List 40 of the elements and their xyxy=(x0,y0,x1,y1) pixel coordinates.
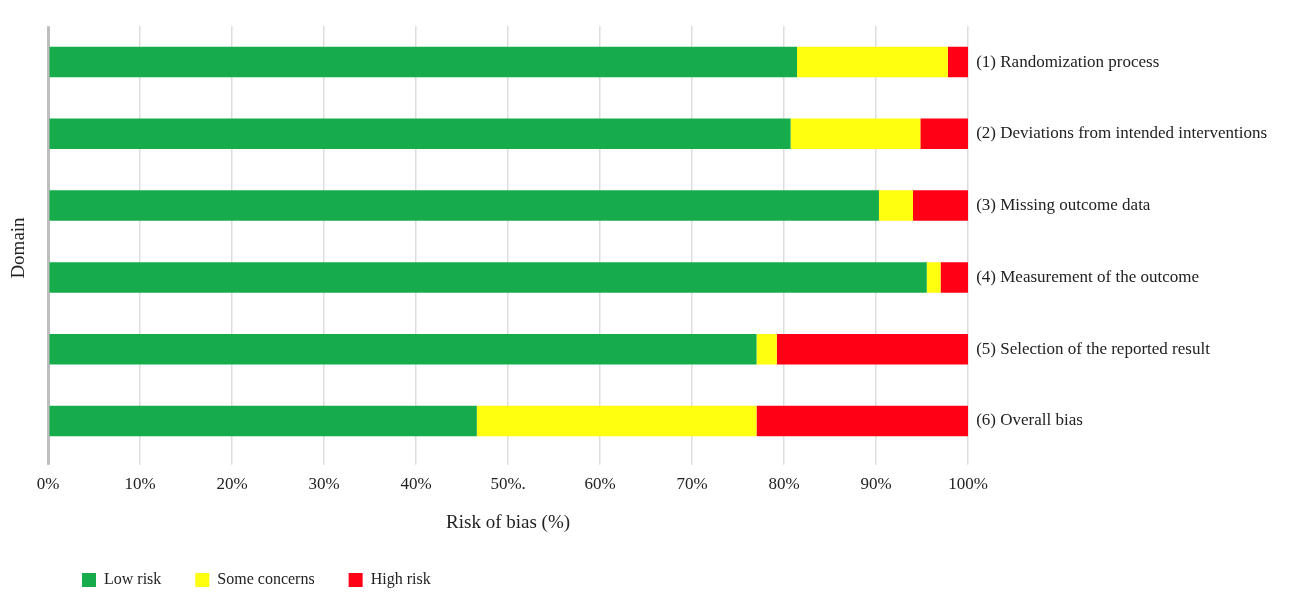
bar xyxy=(49,190,879,221)
bar xyxy=(926,262,941,293)
bar xyxy=(912,190,969,221)
y-tick-label: (1) Randomization process xyxy=(976,51,1160,71)
bar xyxy=(878,190,913,221)
bar xyxy=(49,333,757,365)
y-tick-label: (4) Measurement of the outcome xyxy=(976,266,1199,286)
bar xyxy=(476,405,757,437)
x-tick-label: 30% xyxy=(308,474,340,494)
bar xyxy=(790,118,921,150)
legend-label: Low risk xyxy=(104,570,162,588)
bar xyxy=(920,118,969,150)
bar xyxy=(49,118,791,150)
x-tick-label: 0% xyxy=(36,474,60,494)
bar xyxy=(797,46,948,78)
x-tick-label: 50%. xyxy=(490,474,526,494)
y-tick-label: (5) Selection of the reported result xyxy=(976,338,1211,358)
y-tick-label: (6) Overall bias xyxy=(976,410,1083,430)
legend-label: High risk xyxy=(370,570,431,589)
x-axis-title: Risk of bias (%) xyxy=(446,510,571,533)
x-tick-label: 20% xyxy=(216,474,248,494)
y-tick-label: (3) Missing outcome data xyxy=(976,195,1151,215)
bar xyxy=(756,405,969,437)
bar xyxy=(49,262,927,293)
x-tick-label: 80% xyxy=(768,474,800,494)
y-tick-label: (2) Deviations from intended interventions xyxy=(976,123,1268,143)
x-tick-label: 10% xyxy=(124,474,156,494)
x-tick-label: 60% xyxy=(584,474,616,494)
x-tick-label: 100% xyxy=(948,474,989,494)
x-tick-label: 90% xyxy=(860,474,892,494)
legend-label: Some concerns xyxy=(217,570,315,588)
bar xyxy=(940,262,969,293)
bar xyxy=(947,46,969,78)
bar xyxy=(49,46,798,78)
bar xyxy=(49,405,477,437)
y-axis-title: Domain xyxy=(7,217,29,279)
x-tick-label: 40% xyxy=(400,474,432,494)
bar xyxy=(776,333,969,365)
bar xyxy=(756,333,777,365)
x-tick-label: 70% xyxy=(676,474,708,494)
